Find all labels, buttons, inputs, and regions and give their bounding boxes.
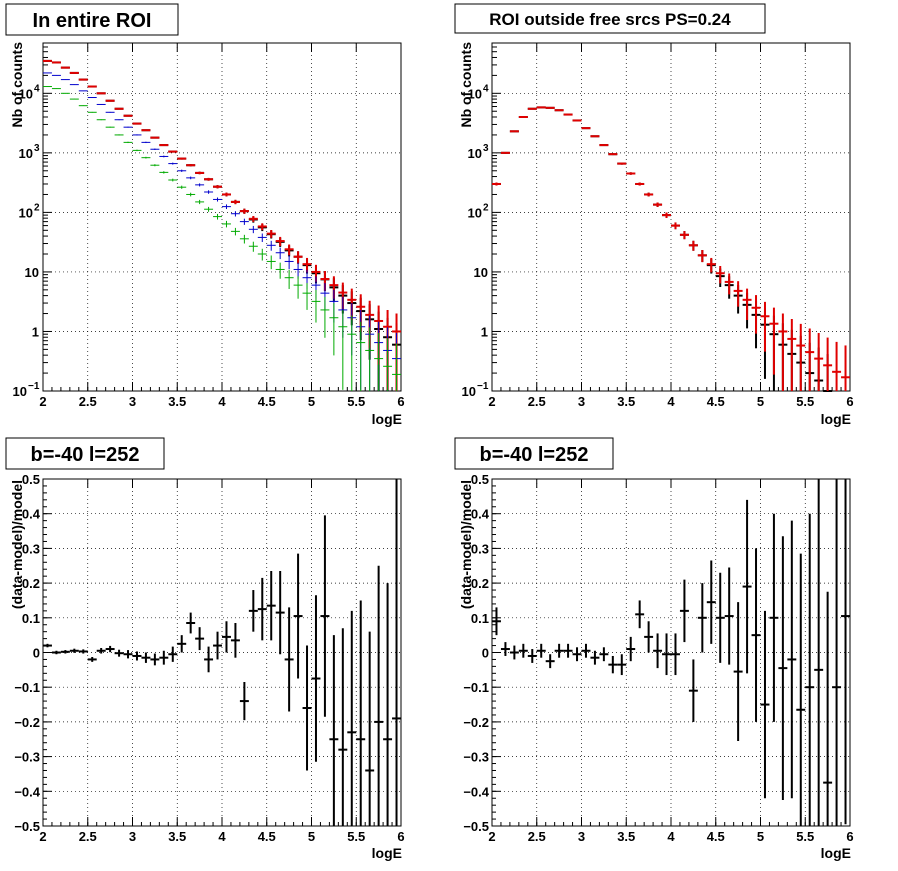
y-axis-label: (data-model)/model — [458, 480, 474, 609]
y-tick-label: 10 — [468, 146, 482, 161]
panel-title: b=-40 l=252 — [31, 444, 140, 466]
x-axis-label: logE — [821, 411, 851, 427]
y-tick-label: −0.4 — [463, 784, 489, 799]
y-tick-label: 10 — [468, 205, 482, 220]
y-tick-label: 10 — [462, 384, 476, 399]
y-tick-label: 0.2 — [22, 576, 40, 591]
y-tick-label: 10 — [19, 205, 33, 220]
x-tick-label: 2.5 — [79, 394, 97, 409]
title-box — [454, 437, 614, 470]
y-tick-label: −0.1 — [14, 680, 40, 695]
y-axis-label: (data-model)/model — [9, 480, 25, 609]
x-tick-label: 3.5 — [168, 394, 186, 409]
y-tick-label: −0.4 — [14, 784, 40, 799]
x-axis-label: logE — [372, 845, 402, 861]
y-tick-exponent: 3 — [34, 143, 40, 154]
x-axis-label: logE — [821, 845, 851, 861]
panel-title: ROI outside free srcs PS=0.24 — [489, 10, 731, 29]
y-tick-label: 0.4 — [471, 507, 490, 522]
y-tick-exponent: −1 — [477, 381, 489, 392]
panel-residuals-right: 2 2.5 3 3.5 4 4.5 5 5.5 6 −0.5 −0.4 −0.3 −0.2 −0.1 0 0.… — [454, 437, 854, 861]
y-tick-exponent: 2 — [34, 202, 40, 213]
y-tick-label: −0.1 — [463, 680, 489, 695]
y-tick-exponent: 4 — [483, 83, 489, 94]
y-tick-label: −0.2 — [14, 715, 40, 730]
y-tick-label: −0.5 — [463, 819, 489, 834]
x-tick-label: 3.5 — [617, 394, 635, 409]
y-tick-label: 10 — [19, 86, 33, 101]
x-tick-label: 4 — [218, 829, 226, 844]
x-tick-label: 3 — [578, 829, 585, 844]
x-tick-label: 2 — [488, 829, 495, 844]
y-tick-label: 0.2 — [471, 576, 489, 591]
y-tick-label: 10 — [474, 265, 488, 280]
y-tick-label: −0.5 — [14, 819, 40, 834]
x-tick-label: 3 — [578, 394, 585, 409]
y-tick-label: 1 — [32, 324, 39, 339]
y-tick-exponent: 2 — [483, 202, 489, 213]
x-tick-label: 4.5 — [258, 394, 276, 409]
x-tick-label: 2 — [39, 829, 46, 844]
x-tick-label: 3.5 — [617, 829, 635, 844]
y-tick-label: 0.4 — [22, 507, 41, 522]
y-axis-label: Nb of counts — [458, 42, 474, 128]
x-tick-label: 2 — [39, 394, 46, 409]
y-tick-label: 10 — [19, 146, 33, 161]
x-tick-label: 4 — [667, 829, 675, 844]
y-tick-exponent: 4 — [34, 83, 40, 94]
x-tick-label: 3 — [129, 394, 136, 409]
panel-residuals-left: 2 2.5 3 3.5 4 4.5 5 5.5 6 −0.5 −0.4 −0.3 −0.2 −0.1 0 0.… — [5, 437, 405, 861]
x-tick-label: 2.5 — [528, 394, 546, 409]
x-tick-label: 6 — [846, 829, 853, 844]
x-tick-label: 5.5 — [796, 394, 814, 409]
x-tick-label: 4.5 — [707, 394, 725, 409]
x-tick-label: 5.5 — [796, 829, 814, 844]
panel-title: In entire ROI — [33, 10, 152, 32]
x-tick-label: 6 — [397, 829, 404, 844]
x-tick-label: 2.5 — [528, 829, 546, 844]
y-tick-label: 10 — [25, 265, 39, 280]
y-tick-label: −0.3 — [14, 750, 40, 765]
y-tick-label: −0.2 — [463, 715, 489, 730]
x-tick-label: 6 — [846, 394, 853, 409]
y-tick-label: 0.5 — [22, 472, 40, 487]
x-tick-label: 5 — [757, 829, 764, 844]
x-tick-label: 3 — [129, 829, 136, 844]
y-tick-label: 0.3 — [471, 541, 489, 556]
x-tick-label: 5.5 — [347, 394, 365, 409]
y-tick-label: 10 — [13, 384, 27, 399]
y-tick-label: 1 — [481, 324, 488, 339]
x-tick-label: 5.5 — [347, 829, 365, 844]
panel-title: b=-40 l=252 — [480, 444, 589, 466]
x-tick-label: 5 — [308, 394, 315, 409]
x-tick-label: 4.5 — [707, 829, 725, 844]
title-box — [454, 3, 766, 34]
y-tick-label: 0.1 — [471, 611, 489, 626]
y-tick-label: 10 — [468, 86, 482, 101]
title-box — [5, 3, 179, 36]
y-tick-exponent: −1 — [28, 381, 40, 392]
x-tick-label: 4 — [667, 394, 675, 409]
x-tick-label: 3.5 — [168, 829, 186, 844]
y-axis-label: Nb of counts — [9, 42, 25, 128]
y-tick-label: 0.5 — [471, 472, 489, 487]
x-tick-label: 5 — [757, 394, 764, 409]
y-tick-label: 0 — [482, 646, 489, 661]
x-tick-label: 6 — [397, 394, 404, 409]
x-tick-label: 5 — [308, 829, 315, 844]
y-tick-label: 0.3 — [22, 541, 40, 556]
x-axis-label: logE — [372, 411, 402, 427]
title-box — [5, 437, 165, 470]
x-tick-label: 4.5 — [258, 829, 276, 844]
y-tick-exponent: 3 — [483, 143, 489, 154]
x-tick-label: 2.5 — [79, 829, 97, 844]
x-tick-label: 4 — [218, 394, 226, 409]
y-tick-label: 0 — [33, 646, 40, 661]
y-tick-label: −0.3 — [463, 750, 489, 765]
y-tick-label: 0.1 — [22, 611, 40, 626]
x-tick-label: 2 — [488, 394, 495, 409]
